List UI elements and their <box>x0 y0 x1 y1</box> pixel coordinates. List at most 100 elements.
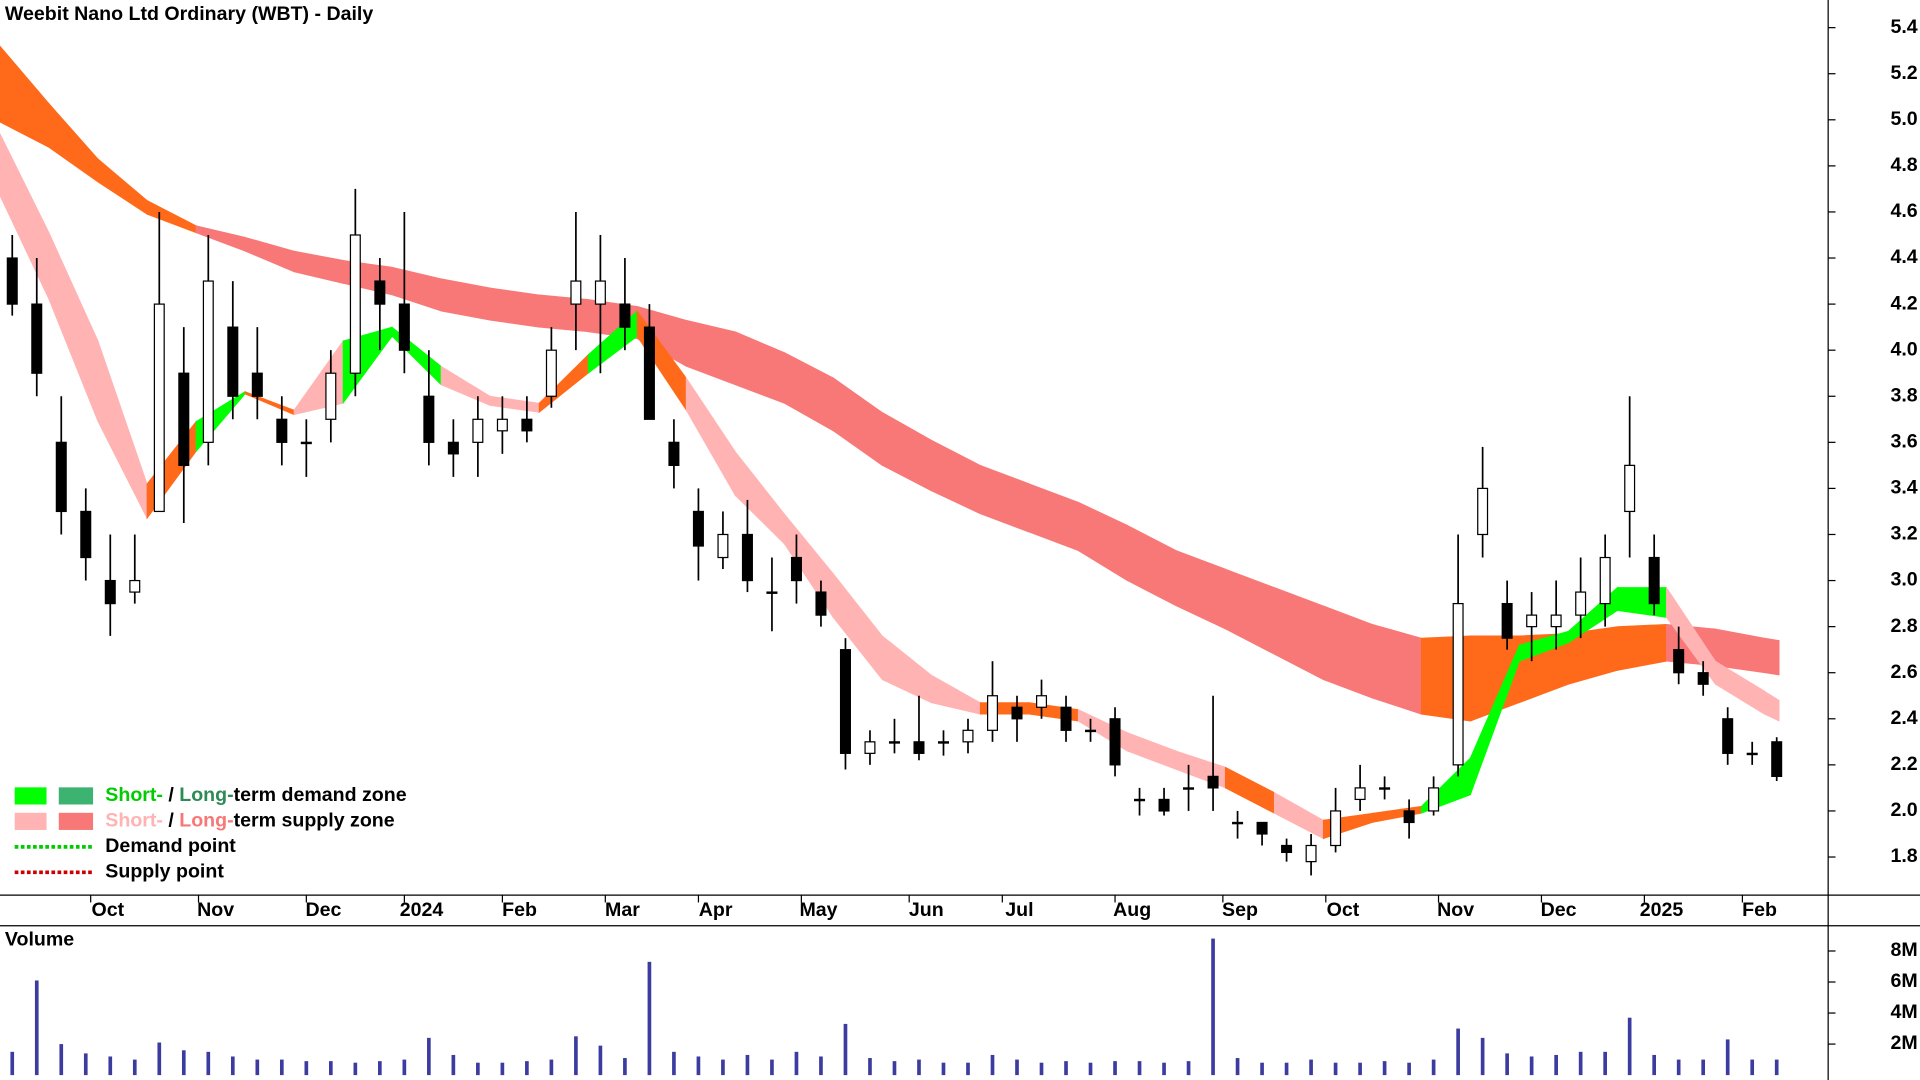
x-tick-label: Jul <box>1005 899 1033 921</box>
volume-bar <box>451 1054 456 1076</box>
candle-body <box>1624 464 1636 513</box>
zone-segment <box>685 319 736 386</box>
volume-bar <box>500 1062 505 1076</box>
candle-body <box>398 303 410 351</box>
candle-body <box>153 303 165 513</box>
candle-body <box>1232 821 1244 825</box>
volume-bar <box>917 1059 921 1076</box>
volume-bar <box>1064 1061 1068 1076</box>
volume-bar <box>598 1045 603 1076</box>
x-tick-label: Jun <box>909 899 944 921</box>
zone-segment <box>48 102 99 183</box>
zone-segment <box>783 351 834 432</box>
volume-panel <box>10 938 1779 1076</box>
candle-body <box>104 579 116 605</box>
y-tick-label: 4M <box>1890 1001 1917 1023</box>
zone-segment <box>146 199 197 234</box>
zone-segment <box>734 331 785 404</box>
axes: 1.8 2.0 2.2 2.4 2.6 2.8 3.0 3.2 3.4 3.6 3.8 4.0 4.2 4… <box>90 16 1918 1054</box>
y-tick-label: 2.0 <box>1890 799 1917 821</box>
legend-label-part: Short- <box>105 810 163 832</box>
zone-segment <box>734 450 785 545</box>
zone-segment <box>832 377 883 467</box>
candle-body <box>1207 775 1219 789</box>
volume-bar <box>1211 938 1215 1076</box>
zone-segment <box>979 464 1030 533</box>
candle-body <box>300 441 312 445</box>
zone-segment <box>1371 623 1422 715</box>
zone-segment <box>48 232 99 422</box>
candle-body <box>1281 844 1293 854</box>
candle-body <box>1550 614 1562 628</box>
zone-segment <box>0 45 50 149</box>
volume-bar <box>1701 1059 1706 1076</box>
volume-bar <box>353 1062 358 1076</box>
y-tick-label: 4.4 <box>1890 246 1917 268</box>
volume-bar <box>1186 1061 1191 1076</box>
candle-body <box>447 441 459 455</box>
x-tick-label: May <box>799 899 837 921</box>
candle-body <box>643 326 655 420</box>
y-tick-label: 2.4 <box>1890 707 1917 729</box>
x-tick-label: Dec <box>1541 899 1577 921</box>
x-tick-label: Oct <box>1327 899 1360 921</box>
candles <box>6 188 1783 876</box>
candle-body <box>1403 810 1415 824</box>
candle-body <box>1673 649 1685 674</box>
volume-bar <box>647 961 652 1076</box>
zone-segment <box>1764 690 1780 722</box>
y-tick-label: 6M <box>1890 970 1917 992</box>
volume-bar <box>1358 1062 1362 1076</box>
zone-segment <box>489 395 540 413</box>
legend-label: Supply point <box>105 860 224 882</box>
legend-label: Short- / Long-term supply zone <box>105 810 394 832</box>
volume-bar <box>1015 1059 1019 1076</box>
candle-body <box>1158 798 1170 812</box>
x-tick-label: Dec <box>306 899 342 921</box>
volume-bar <box>59 1044 64 1076</box>
candle-body <box>790 556 802 582</box>
x-tick-label: Nov <box>1437 899 1474 921</box>
y-tick-label: 5.0 <box>1890 108 1917 130</box>
volume-bar <box>304 1061 309 1076</box>
volume-bar <box>1627 1017 1632 1076</box>
y-tick-label: 3.8 <box>1890 384 1917 406</box>
x-tick-label: Aug <box>1113 899 1151 921</box>
candle-body <box>276 418 288 443</box>
y-tick-label: 2M <box>1890 1032 1917 1054</box>
x-tick-label: 2024 <box>400 899 444 921</box>
candle-body <box>962 729 974 743</box>
candle-body <box>129 579 141 593</box>
zone-segment <box>1126 524 1177 607</box>
y-tick-label: 5.4 <box>1890 16 1917 38</box>
zone-segment <box>1273 586 1324 681</box>
volume-bar <box>1529 1056 1534 1076</box>
y-tick-label: 4.8 <box>1890 154 1917 176</box>
zone-segment <box>1126 732 1177 771</box>
x-tick-label: Mar <box>605 899 640 921</box>
volume-bar <box>1235 1058 1240 1076</box>
volume-bar <box>83 1053 88 1076</box>
zone-segment <box>685 376 736 497</box>
zone-segment <box>1617 623 1667 671</box>
volume-bar <box>230 1056 235 1076</box>
zone-segment <box>97 340 148 519</box>
candle-body <box>1036 695 1048 708</box>
candle-body <box>1109 718 1121 766</box>
volume-bar <box>255 1059 260 1076</box>
volume-bar <box>1725 1039 1730 1076</box>
candle-body <box>717 533 729 559</box>
candle-body <box>251 372 263 397</box>
zone-segment <box>881 635 932 704</box>
volume-bar <box>1407 1062 1411 1076</box>
candle-body <box>1771 741 1783 777</box>
volume-bar <box>476 1062 480 1076</box>
volume-bar <box>1333 1062 1338 1076</box>
candle-body <box>692 510 704 547</box>
volume-bar <box>34 980 39 1076</box>
volume-bar <box>1260 1062 1264 1076</box>
volume-bar <box>672 1051 676 1076</box>
volume-bar <box>745 1054 750 1076</box>
volume-bar <box>402 1059 407 1076</box>
